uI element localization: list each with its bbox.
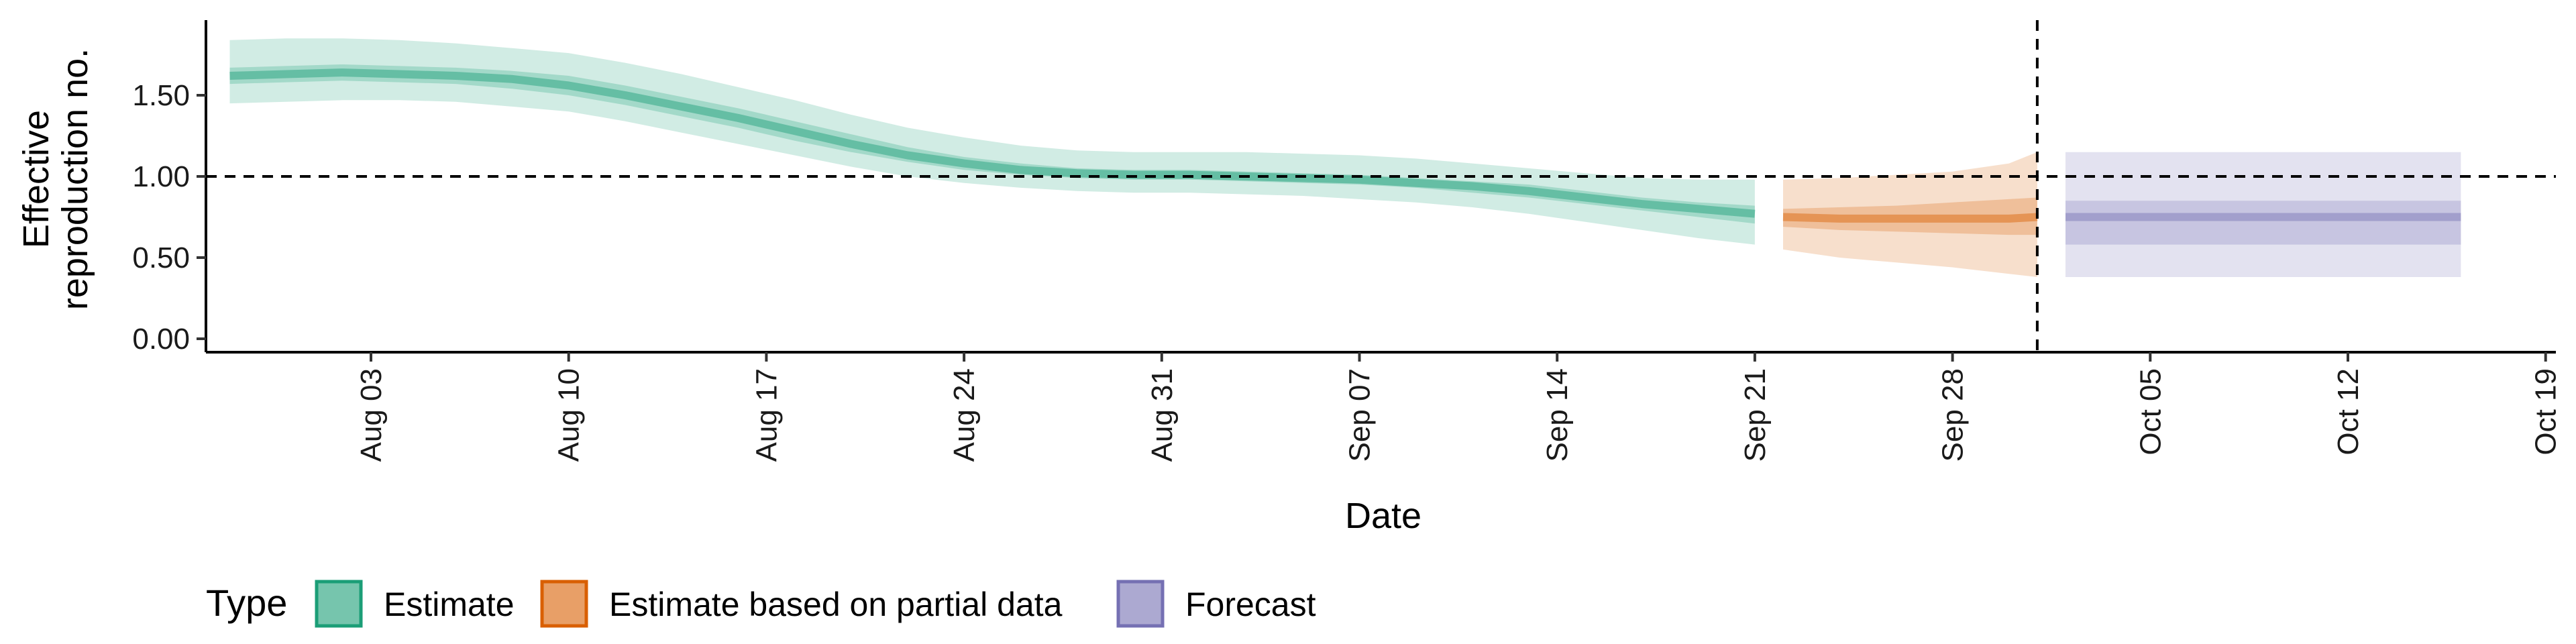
- legend-label: Estimate: [384, 586, 515, 623]
- x-tick-label: Oct 12: [2332, 368, 2365, 455]
- x-tick-label: Aug 31: [1146, 368, 1179, 462]
- y-axis-title: Effective reproduction no.: [16, 48, 95, 310]
- x-tick-label: Aug 17: [750, 368, 783, 462]
- y-tick-label: 0.50: [132, 241, 190, 274]
- x-tick-label: Oct 05: [2134, 368, 2167, 455]
- plot-area: [229, 38, 2461, 277]
- x-axis-title: Date: [1345, 496, 1421, 536]
- x-tick-label: Aug 10: [553, 368, 586, 462]
- series-2-outer-band: [2065, 152, 2461, 277]
- series-2: [2065, 152, 2461, 277]
- legend-item-2: Forecast: [1116, 580, 1316, 628]
- legend-swatch: [1116, 580, 1165, 628]
- y-tick-label: 0.00: [132, 323, 190, 356]
- legend-item-0: Estimate: [315, 580, 515, 628]
- x-tick-label: Sep 21: [1739, 368, 1772, 462]
- series-1-inner-band: [1783, 197, 2037, 235]
- y-tick-label: 1.00: [132, 160, 190, 193]
- y-axis-title-line-2: reproduction no.: [55, 48, 95, 310]
- ticks: 0.00 0.50 1.00 1.50 Aug 03 Aug 10 Aug 17 Aug 24…: [132, 79, 2562, 462]
- series-0-median-line: [229, 68, 1756, 218]
- x-tick-label: Sep 14: [1541, 368, 1574, 462]
- series-0-inner-band: [229, 64, 1755, 224]
- axis-titles: Date Effective reproduction no.: [16, 48, 1421, 536]
- legend-label: Estimate based on partial data: [609, 586, 1063, 623]
- y-axis-title-line-1: Effective: [16, 110, 56, 248]
- x-tick-label: Oct 19: [2530, 368, 2563, 455]
- series-0: [229, 38, 1756, 245]
- y-tick-label: 1.50: [132, 79, 190, 112]
- series-1: [1782, 152, 2038, 277]
- axes: [205, 20, 2556, 354]
- x-tick-label: Sep 07: [1344, 368, 1377, 462]
- legend-swatch: [315, 580, 363, 628]
- legend-label: Forecast: [1185, 586, 1316, 623]
- legend-title: Type: [206, 582, 287, 624]
- x-tick-label: Sep 28: [1937, 368, 1970, 462]
- legend-swatch: [540, 580, 588, 628]
- x-tick-label: Aug 03: [355, 368, 388, 462]
- series-2-inner-band: [2065, 201, 2461, 245]
- series-0-outer-band: [229, 38, 1755, 245]
- legend: Type Estimate Estimate based on partial d…: [206, 580, 1316, 628]
- x-tick-label: Aug 24: [948, 368, 981, 462]
- series-1-outer-band: [1783, 152, 2037, 277]
- series-1-median-line: [1782, 213, 2038, 223]
- reference-lines: [206, 20, 2556, 352]
- legend-item-1: Estimate based on partial data: [540, 580, 1063, 628]
